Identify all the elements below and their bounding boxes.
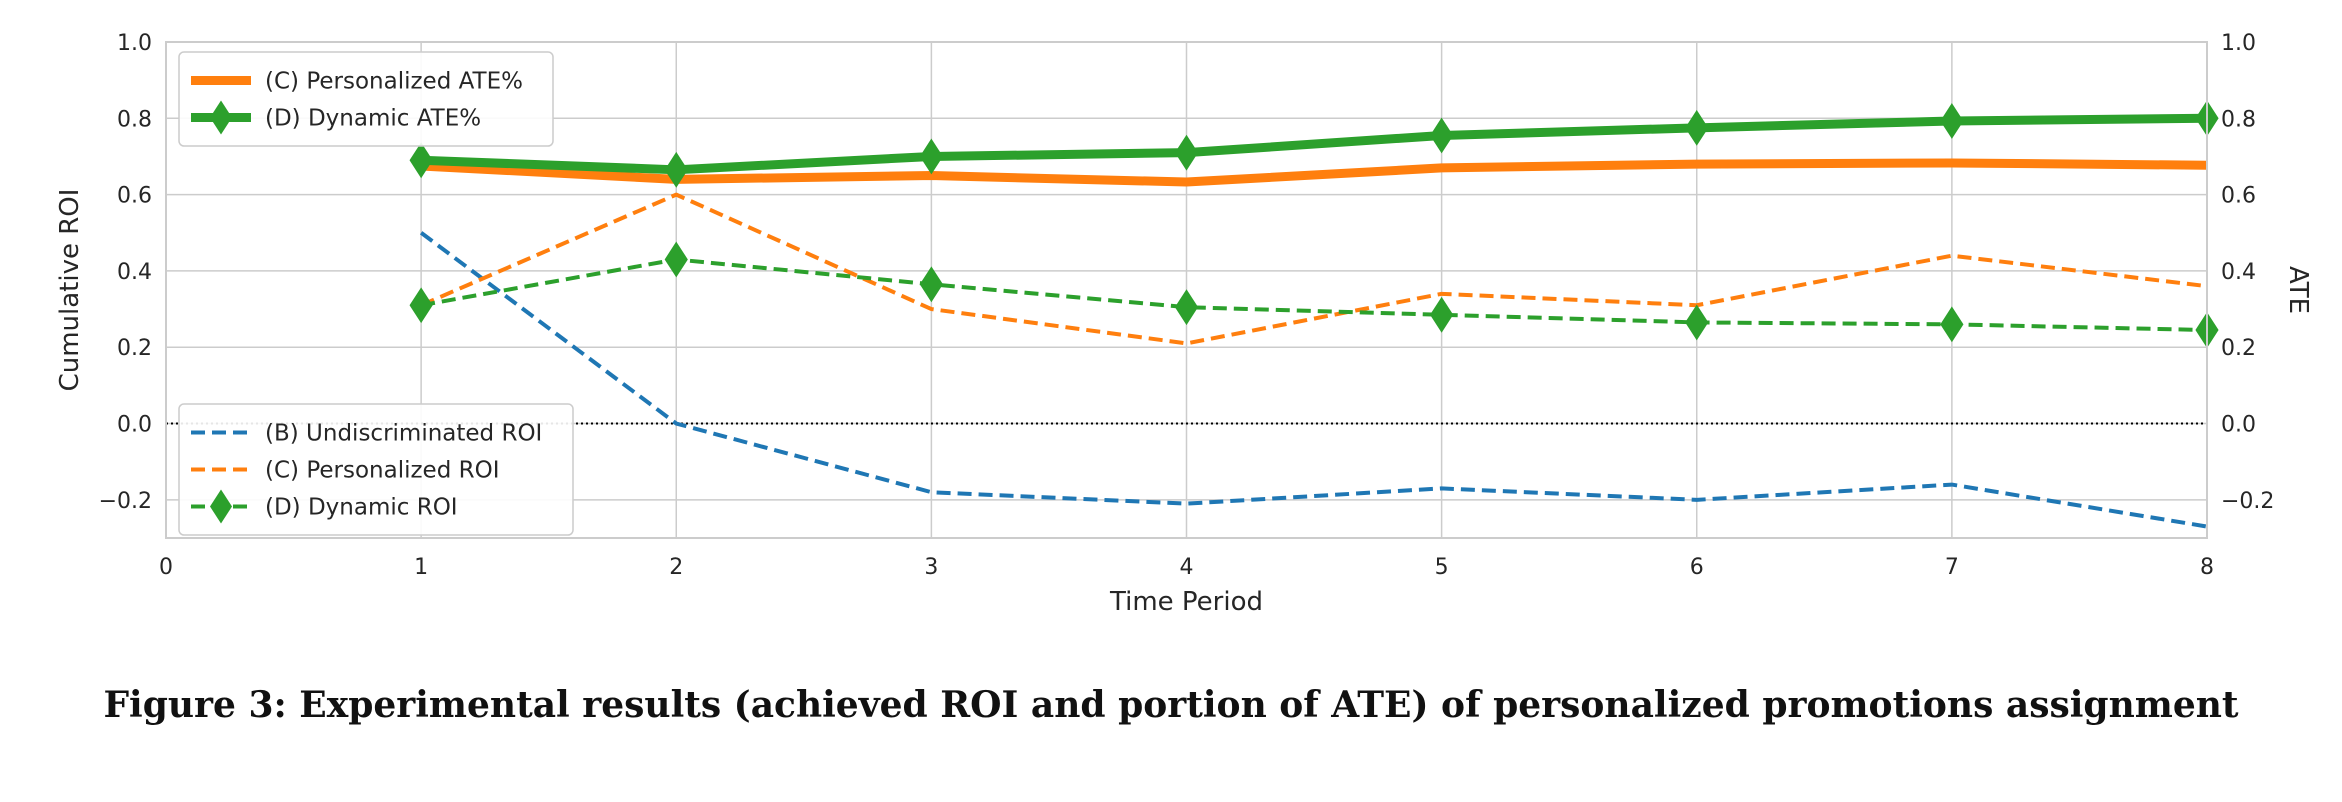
legend-left-axis: (B) Undiscriminated ROI (C) Personalized … <box>178 403 574 536</box>
legend-marker <box>210 100 232 135</box>
y-right-tick-label: 1.0 <box>2221 31 2256 56</box>
series-marker-1 <box>409 142 433 179</box>
x-tick-label: 4 <box>1180 555 1194 580</box>
series-marker-1 <box>664 151 688 188</box>
series-marker-1 <box>1430 117 1454 154</box>
x-tick-label: 5 <box>1435 555 1449 580</box>
x-tick-label: 0 <box>159 555 173 580</box>
x-tick-label: 2 <box>669 555 683 580</box>
x-axis-label: Time Period <box>1109 587 1263 617</box>
x-tick-label: 1 <box>414 555 428 580</box>
series-marker-4 <box>1174 289 1199 326</box>
y-right-tick-label: 0.0 <box>2221 413 2256 438</box>
x-tick-labels: 0 1 2 3 4 5 6 7 8 <box>159 555 2214 580</box>
legend-label: (D) Dynamic ATE% <box>265 106 481 132</box>
chart: 0 1 2 3 4 5 6 7 8 1.0 0.8 0.6 0.4 0.2 0.0 −0.2 1.0 0.8 0… <box>55 31 2313 617</box>
legend-box <box>178 403 574 536</box>
x-tick-label: 7 <box>1945 555 1959 580</box>
series-marker-1 <box>919 138 943 175</box>
legend-right-axis: (C) Personalized ATE% (D) Dynamic ATE% <box>178 51 554 147</box>
y-right-tick-labels: 1.0 0.8 0.6 0.4 0.2 0.0 −0.2 <box>2221 31 2274 514</box>
series-marker-4 <box>1940 306 1964 343</box>
y-right-axis-label: ATE <box>2283 266 2313 314</box>
series-marker-4 <box>409 287 433 324</box>
legend-marker <box>210 489 232 524</box>
y-left-tick-label: 0.4 <box>117 260 152 285</box>
y-right-tick-label: 0.2 <box>2221 336 2256 361</box>
series-marker-1 <box>1940 103 1964 139</box>
series-line-1 <box>420 113 2208 175</box>
x-tick-label: 6 <box>1690 555 1704 580</box>
x-tick-label: 3 <box>924 555 938 580</box>
y-left-tick-label: −0.2 <box>99 489 152 514</box>
y-right-tick-label: 0.4 <box>2221 260 2256 285</box>
series-marker-4 <box>919 266 943 303</box>
y-left-tick-labels: 1.0 0.8 0.6 0.4 0.2 0.0 −0.2 <box>99 31 152 514</box>
series-line-4 <box>420 257 2208 333</box>
legend-label: (D) Dynamic ROI <box>265 495 458 521</box>
figure-caption: Figure 3: Experimental results (achieved… <box>103 684 2239 726</box>
legend-box <box>178 51 554 147</box>
series-marker-4 <box>1430 296 1454 333</box>
y-left-tick-label: 0.0 <box>117 413 152 438</box>
y-left-tick-label: 0.8 <box>117 107 152 132</box>
series-marker-4 <box>1685 304 1709 341</box>
plot-frame <box>165 41 2208 539</box>
series-marker-1 <box>1174 134 1199 171</box>
legend-label: (C) Personalized ATE% <box>265 69 523 95</box>
x-tick-label: 8 <box>2200 555 2214 580</box>
legend-label: (C) Personalized ROI <box>265 458 499 484</box>
series-line-2 <box>419 231 2208 529</box>
y-right-tick-label: 0.8 <box>2221 107 2256 132</box>
y-right-tick-label: 0.6 <box>2221 184 2256 209</box>
series-marker-4 <box>664 241 688 278</box>
series-line-0 <box>420 158 2208 187</box>
series-lines <box>409 100 2219 529</box>
y-left-tick-label: 0.6 <box>117 184 152 209</box>
series-line-3 <box>420 192 2208 346</box>
y-left-axis-label: Cumulative ROI <box>55 189 85 392</box>
series-marker-1 <box>1685 109 1709 146</box>
legend-label: (B) Undiscriminated ROI <box>265 421 542 447</box>
y-left-tick-label: 1.0 <box>117 31 152 56</box>
y-left-tick-label: 0.2 <box>117 336 152 361</box>
y-right-tick-label: −0.2 <box>2221 489 2274 514</box>
